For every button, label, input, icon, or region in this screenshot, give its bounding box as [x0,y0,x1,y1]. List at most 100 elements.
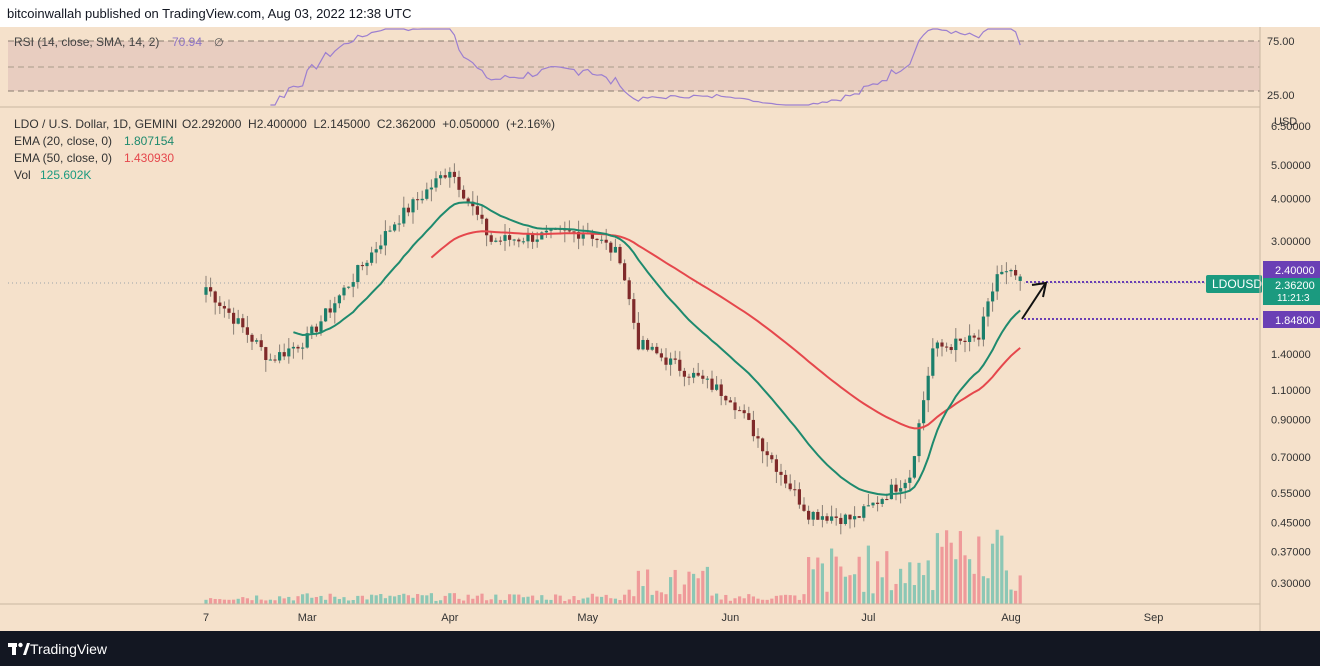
candle [710,370,714,393]
volume-bar [526,596,530,604]
candle [825,513,829,524]
volume-bar [236,598,240,604]
candle [669,352,673,376]
volume-bar [917,562,921,604]
price-chart[interactable]: RSI (14, close, SMA, 14, 2) 70.94 ∅ [0,27,1320,631]
volume-bar [655,590,659,604]
candle [673,350,677,365]
price-tick: 0.45000 [1271,518,1311,530]
time-tick: Sep [1144,612,1164,624]
volume-bar [981,576,985,604]
candle [899,480,903,504]
volume-bar [356,595,360,604]
volume-bar [567,599,571,604]
ema50-line [430,230,1021,430]
candle [475,195,479,221]
rsi-hide-icon[interactable]: ∅ [214,37,224,49]
volume-bar [245,598,249,604]
ema20-line [293,201,1021,496]
candle [383,220,387,256]
price-tick: 0.90000 [1271,415,1311,427]
volume-bar [416,594,420,604]
volume-bar [1009,589,1013,604]
volume-bar [572,596,576,604]
volume-bar [471,598,475,604]
volume-bar [411,597,415,604]
volume-bar [784,594,788,604]
volume-bar [779,595,783,604]
volume-bar [664,594,668,604]
candle [439,171,443,186]
candle [908,469,912,492]
candle [705,376,709,389]
candle [227,299,231,319]
candle [324,308,328,323]
candle [236,309,240,325]
candle [429,179,433,202]
volume-bar [255,595,259,604]
candle [402,196,406,227]
time-axis[interactable]: 7 Mar Apr May Jun Jul Aug Sep [0,603,1260,624]
volume-bar [291,600,295,604]
volume-bar [876,561,880,604]
volume-bar [448,593,452,604]
volume-bar [425,595,429,604]
candle [848,514,852,529]
volume-bar [945,530,949,604]
volume-bar [282,598,286,604]
price-tick: 0.55000 [1271,488,1311,500]
candle [480,204,484,225]
tradingview-logo-icon [8,642,30,655]
volume-bar [733,598,737,604]
volume-bar [751,596,755,604]
candle [857,516,861,519]
candle [1018,274,1022,291]
volume-bar [213,598,217,604]
candle [958,338,962,345]
volume-bar [968,559,972,604]
candle [273,354,277,363]
candle [770,452,774,463]
candle [963,337,967,353]
volume-bar [816,557,820,604]
volume-bar [963,555,967,604]
volume-bar [866,545,870,604]
candle [701,369,705,384]
svg-text:1.84800: 1.84800 [1275,315,1315,327]
chart-area[interactable]: RSI (14, close, SMA, 14, 2) 70.94 ∅ [0,27,1320,631]
price-axis[interactable]: 75.00 25.00 USD 2.40000 2.36200 11:21:3 … [1259,27,1320,631]
candle [954,328,958,362]
candle [287,338,291,364]
volume-bar [227,599,231,604]
volume-bar [692,573,696,604]
volume-bar [843,576,847,604]
candle [255,338,259,345]
volume-bar [535,600,539,604]
volume-bar [687,571,691,604]
candle [876,496,880,512]
volume-bar [862,591,866,604]
volume-bar [834,556,838,604]
volume-bar [903,583,907,604]
volume-bar [807,557,811,604]
volume-bar [319,595,323,604]
candle [981,307,985,347]
volume-bar [324,599,328,604]
candle [811,510,815,526]
candle [213,290,217,315]
high-price-label: 2.40000 [1263,261,1320,278]
volume-bar [475,595,479,604]
candle [296,344,300,353]
candle [627,277,631,306]
candle [365,260,369,276]
volume-bar [264,600,268,604]
candle [853,506,857,528]
candle [655,343,659,355]
volume-bar [632,596,636,604]
volume-bar [958,531,962,604]
price-tick: 4.00000 [1271,193,1311,205]
candle [577,220,581,250]
volume-bar [540,595,544,604]
volume-bar [728,600,732,604]
candle [452,163,456,184]
